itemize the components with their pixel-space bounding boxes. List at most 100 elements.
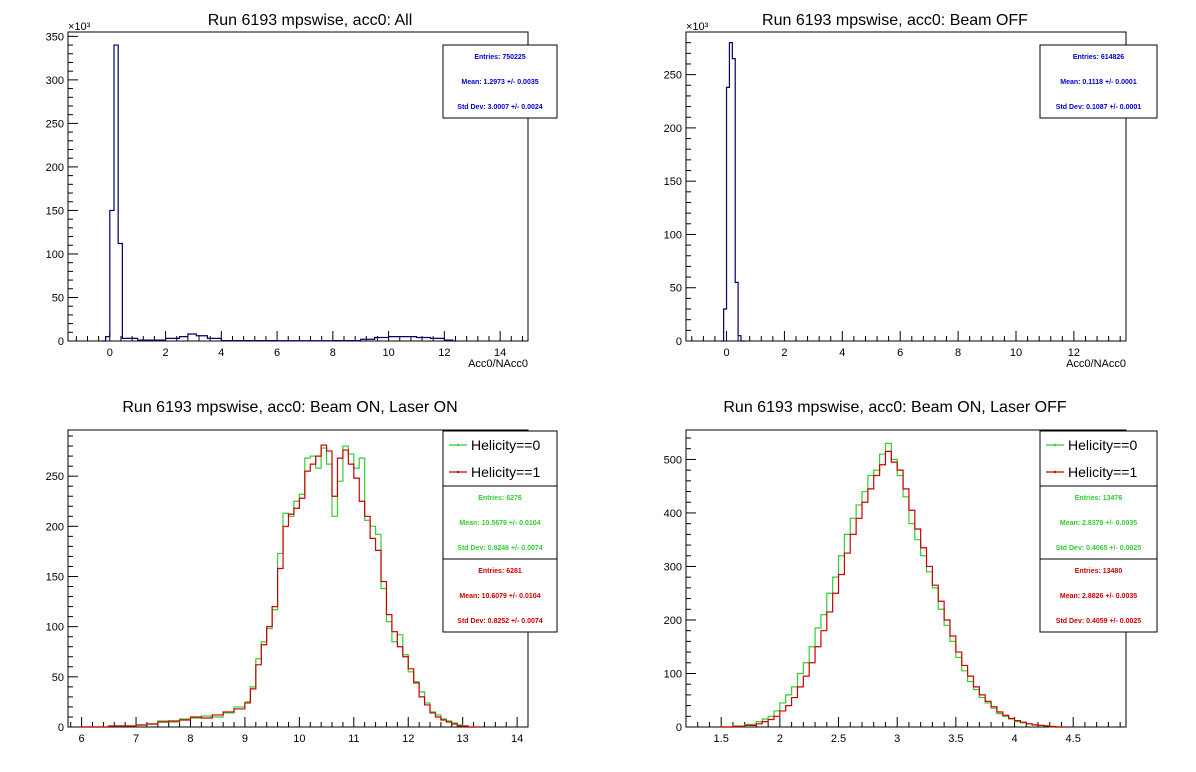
y-tick-label: 250: [46, 471, 64, 483]
y-tick-label: 100: [46, 622, 64, 634]
x-axis-label: Acc0/NAcc0: [468, 358, 528, 370]
panel-title: Run 6193 mpswise, acc0: Beam ON, Laser O…: [723, 399, 1066, 416]
stats-line: Std Dev: 3.0007 +/- 0.0024: [457, 104, 543, 111]
y-tick-label: 250: [664, 70, 682, 82]
stats-line: Mean: 10.5679 +/- 0.0104: [459, 520, 540, 527]
x-tick-label: 4: [839, 347, 845, 359]
x-tick-label: 12: [1068, 347, 1080, 359]
stats-line: Std Dev: 0.4059 +/- 0.0025: [1056, 618, 1142, 625]
x-tick-label: 7: [133, 733, 139, 745]
panel-title: Run 6193 mpswise, acc0: Beam ON, Laser O…: [122, 399, 457, 416]
y-tick-label: 50: [52, 672, 64, 684]
stats-box: [1039, 485, 1158, 560]
stats-box: [1039, 558, 1158, 633]
x-tick-label: 0: [107, 347, 113, 359]
y-tick-label: 350: [46, 31, 64, 43]
stats-line: Entries: 13476: [1075, 495, 1123, 502]
x-tick-label: 10: [382, 347, 394, 359]
stats-line: Mean: 2.8826 +/- 0.0035: [1060, 593, 1137, 600]
legend-box: [1039, 430, 1158, 487]
series-line-2: [721, 450, 1066, 728]
legend-marker: [1053, 470, 1057, 474]
stats-line: Mean: 2.8379 +/- 0.0035: [1060, 520, 1137, 527]
panel-title: Run 6193 mpswise, acc0: Beam OFF: [762, 12, 1028, 29]
legend-marker: [1053, 443, 1057, 447]
y-tick-label: 0: [58, 722, 64, 734]
histogram-panel-4: Run 6193 mpswise, acc0: Beam ON, Laser O…: [664, 399, 1158, 745]
y-tick-label: 150: [664, 176, 682, 188]
y-tick-label: 0: [676, 336, 682, 348]
stats-box: [1039, 44, 1158, 119]
x-tick-label: 6: [79, 733, 85, 745]
x-tick-label: 8: [187, 733, 193, 745]
x-tick-label: 10: [293, 733, 305, 745]
x-tick-label: 1.5: [714, 733, 729, 745]
x-tick-label: 4.5: [1066, 733, 1081, 745]
y-tick-label: 0: [58, 336, 64, 348]
stats-line: Entries: 750225: [474, 54, 525, 61]
stats-box: [442, 485, 558, 560]
stats-box: [442, 44, 558, 119]
legend-marker: [456, 470, 460, 474]
series-line-1: [721, 442, 1066, 728]
stats-box: [442, 558, 558, 633]
y-tick-label: 0: [676, 722, 682, 734]
y-tick-label: 250: [46, 118, 64, 130]
stats-line: Entries: 6276: [478, 495, 522, 502]
x-tick-label: 2: [163, 347, 169, 359]
series-line-1: [101, 44, 457, 342]
series-line-1: [720, 42, 745, 342]
x-tick-label: 3.5: [948, 733, 963, 745]
x-tick-label: 14: [494, 347, 506, 359]
histogram-panel-3: Run 6193 mpswise, acc0: Beam ON, Laser O…: [46, 399, 558, 745]
stats-line: Entries: 614826: [1073, 54, 1124, 61]
x-tick-label: 2: [777, 733, 783, 745]
x-tick-label: 3: [894, 733, 900, 745]
y-tick-label: 200: [664, 123, 682, 135]
stats-line: Mean: 1.2973 +/- 0.0035: [461, 79, 538, 86]
legend-label: Helicity==1: [1068, 464, 1137, 480]
stats-line: Std Dev: 0.1087 +/- 0.0001: [1056, 104, 1142, 111]
stats-line: Mean: 0.1118 +/- 0.0001: [1060, 79, 1137, 86]
x-tick-label: 10: [1010, 347, 1022, 359]
y-exponent: ×10³: [68, 21, 91, 33]
y-tick-label: 100: [664, 229, 682, 241]
x-tick-label: 2: [781, 347, 787, 359]
y-exponent: ×10³: [686, 21, 709, 33]
y-tick-label: 200: [46, 162, 64, 174]
stats-line: Mean: 10.6079 +/- 0.0104: [459, 593, 540, 600]
legend-label: Helicity==0: [1068, 437, 1137, 453]
x-tick-label: 4: [1011, 733, 1017, 745]
legend-label: Helicity==0: [471, 437, 540, 453]
stats-line: Entries: 6281: [478, 568, 522, 575]
x-tick-label: 11: [348, 733, 359, 745]
y-tick-label: 150: [46, 205, 64, 217]
x-tick-label: 12: [402, 733, 414, 745]
x-tick-label: 14: [511, 733, 523, 745]
x-tick-label: 9: [242, 733, 248, 745]
x-axis-label: Acc0/NAcc0: [1066, 358, 1126, 370]
y-tick-label: 50: [52, 292, 64, 304]
legend-box: [442, 430, 558, 487]
y-tick-label: 200: [664, 615, 682, 627]
y-tick-label: 50: [670, 283, 682, 295]
legend-marker: [456, 443, 460, 447]
histogram-panel-1: Run 6193 mpswise, acc0: All×10³050100150…: [46, 12, 558, 370]
x-tick-label: 6: [274, 347, 280, 359]
stats-line: Std Dev: 0.8252 +/- 0.0074: [457, 618, 543, 625]
x-tick-label: 8: [955, 347, 961, 359]
stats-line: Std Dev: 0.8246 +/- 0.0074: [457, 545, 543, 552]
x-tick-label: 4: [218, 347, 224, 359]
x-tick-label: 13: [457, 733, 469, 745]
histogram-panel-2: Run 6193 mpswise, acc0: Beam OFF ×10³ 0 50 1…: [664, 12, 1158, 370]
y-tick-label: 500: [664, 454, 682, 466]
stats-line: Std Dev: 0.4065 +/- 0.0025: [1056, 545, 1142, 552]
x-tick-label: 0: [723, 347, 729, 359]
plot-frame: [685, 31, 1127, 342]
y-tick-label: 400: [664, 508, 682, 520]
y-tick-label: 300: [664, 561, 682, 573]
y-tick-label: 200: [46, 521, 64, 533]
x-tick-label: 12: [438, 347, 450, 359]
legend-label: Helicity==1: [471, 464, 540, 480]
